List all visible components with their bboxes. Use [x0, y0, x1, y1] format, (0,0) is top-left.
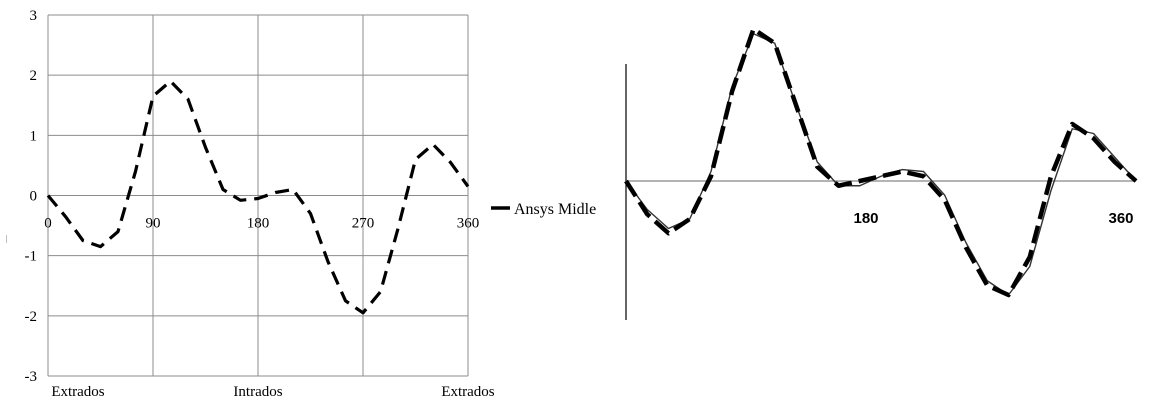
left-x-tick-label: 90 [146, 216, 161, 232]
left-category-labels: Extrados Intrados Extrados [51, 384, 494, 400]
left-x-tick-label: 0 [44, 216, 52, 232]
left-x-tick-label: 180 [247, 216, 270, 232]
left-category-label: Intrados [233, 384, 282, 400]
left-category-label: Extrados [441, 384, 494, 400]
left-y-tick-label: -1 [25, 249, 38, 265]
left-series-line [46, 79, 470, 315]
left-y-tick-label: 1 [30, 128, 38, 144]
left-chart: 3 2 1 0 -1 -2 -3 0 90 180 270 360 Extrados Intrados… [1, 8, 495, 400]
left-y-tick-label: 3 [30, 8, 38, 24]
legend: Ansys Midle [491, 201, 596, 218]
y-axis-label-glyph: — [1, 234, 10, 244]
left-y-tick-labels: 3 2 1 0 -1 -2 -3 [25, 8, 38, 385]
left-y-tick-label: -3 [25, 369, 38, 385]
right-x-tick-labels: 180 360 [853, 210, 1133, 227]
right-chart: 180 360 [624, 26, 1138, 320]
left-y-tick-label: 2 [30, 68, 38, 84]
left-y-tick-label: -2 [25, 309, 38, 325]
left-x-tick-label: 360 [457, 216, 480, 232]
right-x-tick-label: 360 [1108, 210, 1133, 227]
right-series-solid-line [625, 33, 1137, 296]
left-x-tick-labels: 0 90 180 270 360 [44, 216, 479, 232]
left-grid [47, 14, 469, 377]
left-category-label: Extrados [51, 384, 104, 400]
left-x-tick-label: 270 [352, 216, 375, 232]
right-series-dashed-line [624, 26, 1138, 298]
right-x-tick-label: 180 [853, 210, 878, 227]
left-y-tick-label: 0 [30, 189, 38, 205]
legend-label: Ansys Midle [514, 201, 596, 218]
